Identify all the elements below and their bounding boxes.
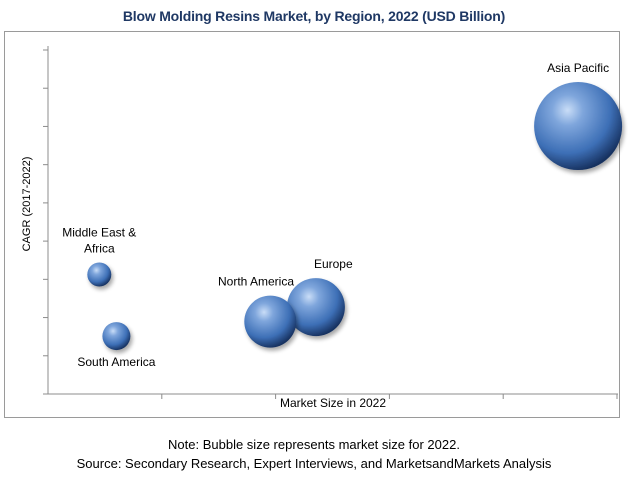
label-europe: Europe xyxy=(314,257,353,271)
label-south-america: South America xyxy=(77,355,155,369)
chart-title: Blow Molding Resins Market, by Region, 2… xyxy=(122,8,506,24)
bubble-europe xyxy=(286,278,345,337)
bubbles xyxy=(87,82,623,351)
bubble-south-america xyxy=(102,322,131,351)
axes xyxy=(43,46,618,399)
bubble-middle-east-and-africa xyxy=(87,262,112,287)
label-middle-east-and-africa: Middle East & Africa xyxy=(62,226,136,256)
bubble-asia-pacific xyxy=(534,82,623,171)
bubble-north-america xyxy=(244,295,297,348)
x-axis-label: Market Size in 2022 xyxy=(280,396,386,410)
label-asia-pacific: Asia Pacific xyxy=(547,61,609,75)
label-north-america: North America xyxy=(218,275,294,289)
y-axis-label: CAGR (2017-2022) xyxy=(21,157,33,252)
chart-source: Source: Secondary Research, Expert Inter… xyxy=(76,456,552,471)
plot-frame xyxy=(4,31,620,418)
bubble-labels: Asia Pacific Europe North America Middle Ea… xyxy=(62,61,609,369)
chart-note: Note: Bubble size represents market size… xyxy=(168,437,460,452)
